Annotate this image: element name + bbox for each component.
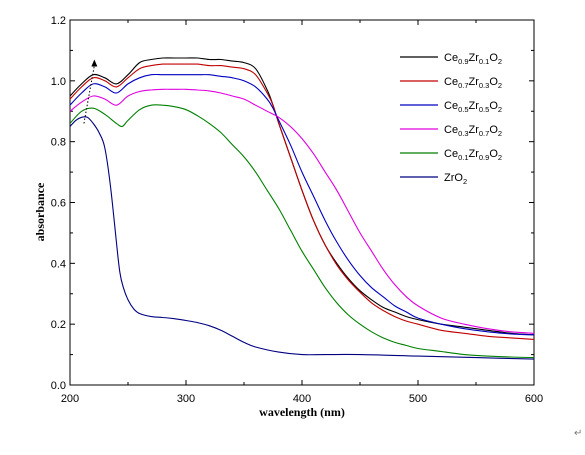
legend-label-part: 0.9: [458, 57, 468, 66]
x-tick-label: 600: [525, 393, 543, 405]
legend-label-part: 2: [498, 57, 502, 66]
legend-label-part: O: [489, 100, 498, 112]
x-tick-label: 300: [177, 393, 195, 405]
legend-label-2: Ce0.5Zr0.5O2: [444, 100, 502, 114]
legend-label-4: Ce0.1Zr0.9O2: [444, 148, 502, 162]
y-tick-label: 1.2: [51, 15, 66, 27]
series-line-4: [69, 104, 535, 359]
axis-ticks: [69, 19, 535, 386]
series-line-1: [69, 63, 535, 340]
legend-label-part: 0.3: [458, 129, 468, 138]
y-tick-label: 0.4: [51, 258, 66, 270]
legend-label-part: 0.5: [458, 105, 468, 114]
y-tick-label: 1.0: [51, 76, 66, 88]
legend-label-0: Ce0.9Zr0.1O2: [444, 52, 502, 66]
y-tick-label: 0.0: [51, 380, 66, 392]
legend-label-5: ZrO2: [444, 172, 467, 186]
legend-label-part: 2: [498, 105, 502, 114]
x-tick-label: 500: [409, 393, 427, 405]
x-tick-label: 200: [61, 393, 79, 405]
legend: Ce0.9Zr0.1O2Ce0.7Zr0.3O2Ce0.5Zr0.5O2Ce0.…: [400, 52, 502, 186]
legend-label-part: 0.1: [479, 57, 489, 66]
legend-label-part: Ce: [444, 124, 458, 136]
arrow-shaft: [83, 65, 95, 124]
legend-label-part: Ce: [444, 148, 458, 160]
legend-label-part: O: [489, 52, 498, 64]
legend-label-part: O: [489, 76, 498, 88]
legend-label-part: Zr: [469, 148, 480, 160]
legend-label-part: 2: [498, 153, 502, 162]
y-tick-label: 0.2: [51, 319, 66, 331]
legend-label-part: Zr: [469, 124, 480, 136]
legend-label-part: 0.1: [458, 153, 468, 162]
series-lines: [69, 57, 535, 360]
series-line-0: [69, 57, 535, 336]
series-line-2: [69, 73, 535, 336]
legend-label-part: Zr: [469, 52, 480, 64]
axis-tick-labels: 200 300 400 500 600 0.0 0.2 0.4 0.6 0.8 1.0 1.2: [51, 15, 543, 405]
paragraph-mark: ↵: [574, 428, 582, 439]
legend-label-part: 2: [498, 81, 502, 90]
legend-label-1: Ce0.7Zr0.3O2: [444, 76, 502, 90]
legend-label-part: Zr: [469, 76, 480, 88]
x-axis-title: wavelength (nm): [259, 405, 345, 419]
legend-label-part: 0.7: [479, 129, 489, 138]
legend-label-part: Zr: [469, 100, 480, 112]
arrow-annotation: [83, 59, 98, 124]
y-tick-label: 0.6: [51, 198, 66, 210]
legend-label-part: 0.7: [458, 81, 468, 90]
series-line-5: [69, 116, 535, 360]
legend-label-part: 2: [498, 129, 502, 138]
legend-label-part: O: [489, 124, 498, 136]
legend-label-part: 2: [463, 177, 467, 186]
legend-label-part: 0.3: [479, 81, 489, 90]
legend-label-part: Ce: [444, 52, 458, 64]
legend-label-part: Ce: [444, 76, 458, 88]
y-tick-label: 0.8: [51, 137, 66, 149]
legend-label-part: 0.9: [479, 153, 489, 162]
series-line-3: [69, 88, 535, 334]
legend-label-part: 0.5: [479, 105, 489, 114]
legend-label-part: ZrO: [444, 172, 463, 184]
y-axis-title: absorbance: [33, 182, 47, 241]
arrow-head: [91, 59, 98, 67]
plot-frame: [69, 19, 535, 386]
legend-label-part: O: [489, 148, 498, 160]
x-tick-label: 400: [293, 393, 311, 405]
legend-label-part: Ce: [444, 100, 458, 112]
legend-label-3: Ce0.3Zr0.7O2: [444, 124, 502, 138]
